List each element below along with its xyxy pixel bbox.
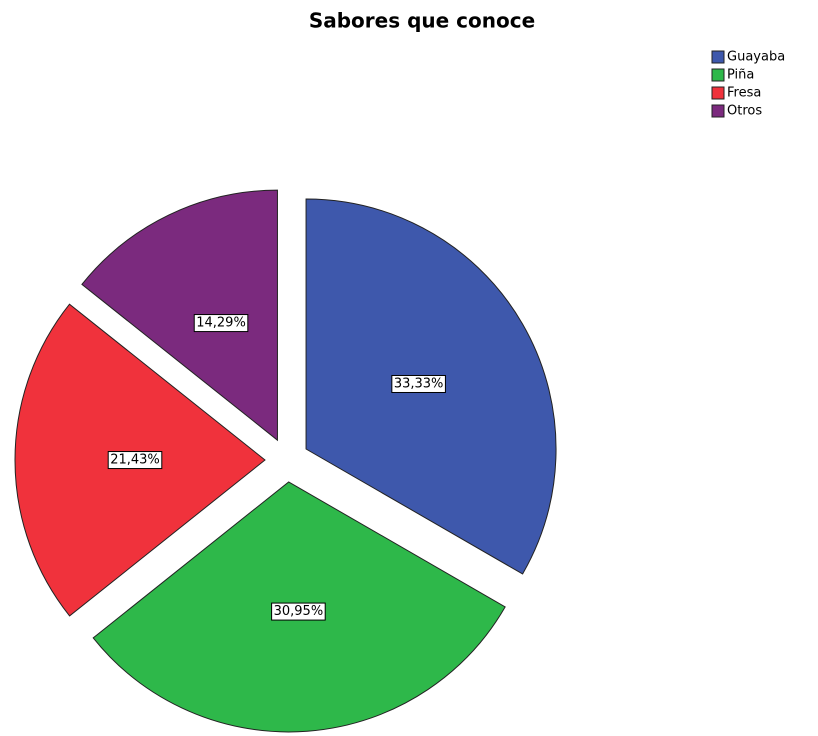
legend-swatch bbox=[711, 50, 725, 64]
legend-swatch bbox=[711, 86, 725, 100]
value-label-box bbox=[391, 374, 446, 393]
value-label-box bbox=[271, 602, 326, 621]
legend-swatch bbox=[711, 68, 725, 82]
value-label-box bbox=[107, 451, 163, 470]
value-label: 30,95% bbox=[274, 604, 324, 619]
value-label-box bbox=[193, 314, 249, 333]
value-label: 33,33% bbox=[394, 376, 444, 391]
legend-label: Guayaba bbox=[727, 50, 785, 65]
value-label: 14,29% bbox=[196, 316, 246, 331]
legend-label: Piña bbox=[727, 68, 754, 83]
pie-slice bbox=[81, 189, 278, 442]
legend-label: Fresa bbox=[727, 86, 761, 101]
legend-label: Otros bbox=[727, 104, 762, 119]
legend-swatch bbox=[711, 104, 725, 118]
value-label: 21,43% bbox=[110, 453, 160, 468]
chart-title: Sabores que conoce bbox=[309, 9, 535, 33]
